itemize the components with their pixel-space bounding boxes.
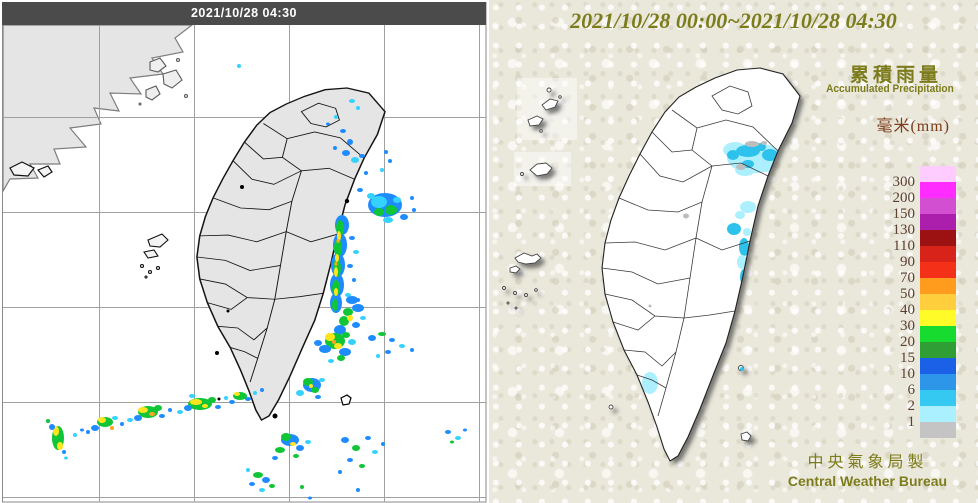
penghu-islands-left	[139, 233, 169, 279]
kinmen-islands	[9, 161, 53, 178]
radar-map	[2, 2, 487, 503]
coast-dots	[215, 185, 350, 419]
radar-timestamp: 2021/10/28 04:30	[190, 6, 297, 20]
china-coast	[3, 25, 193, 193]
islets-left	[340, 394, 352, 406]
precipitation-map	[502, 67, 801, 462]
radar-panel: 2021/10/28 04:30	[2, 2, 487, 503]
matsu-islands	[138, 57, 189, 106]
penghu-islands-right	[502, 252, 542, 310]
rainfall-layer	[639, 98, 783, 394]
precip-title: 2021/10/28 00:00~2021/10/28 04:30	[570, 8, 897, 33]
rainfall-layer-offshore	[740, 367, 744, 371]
radar-echo-layer	[46, 64, 467, 500]
island-insets	[514, 78, 577, 186]
radar-timestamp-header: 2021/10/28 04:30	[2, 2, 486, 25]
precipitation-panel: 2021/10/28 00:00~2021/10/28 04:30 累積雨量 A…	[489, 0, 978, 503]
